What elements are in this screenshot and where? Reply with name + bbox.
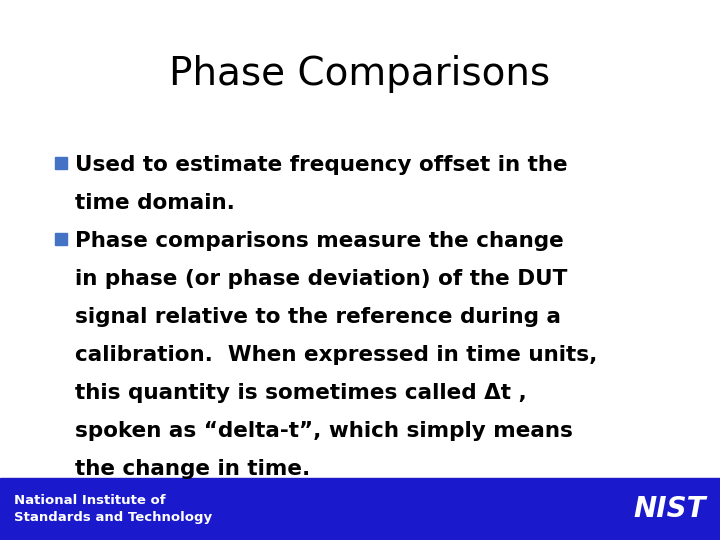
Text: time domain.: time domain. [75,193,235,213]
Text: calibration.  When expressed in time units,: calibration. When expressed in time unit… [75,345,598,365]
Text: the change in time.: the change in time. [75,459,310,479]
Text: in phase (or phase deviation) of the DUT: in phase (or phase deviation) of the DUT [75,269,567,289]
Bar [0,478,720,540]
Text: NIST: NIST [634,495,706,523]
Text: Used to estimate frequency offset in the: Used to estimate frequency offset in the [75,155,567,175]
Text: spoken as “delta-t”, which simply means: spoken as “delta-t”, which simply means [75,421,573,441]
Text: Phase Comparisons: Phase Comparisons [169,55,551,93]
Text: National Institute of
Standards and Technology: National Institute of Standards and Tech… [14,494,212,524]
Text: this quantity is sometimes called Δt ,: this quantity is sometimes called Δt , [75,383,527,403]
Bar [55,157,67,169]
Text: Phase comparisons measure the change: Phase comparisons measure the change [75,231,564,251]
Bar [55,233,67,245]
Text: signal relative to the reference during a: signal relative to the reference during … [75,307,561,327]
